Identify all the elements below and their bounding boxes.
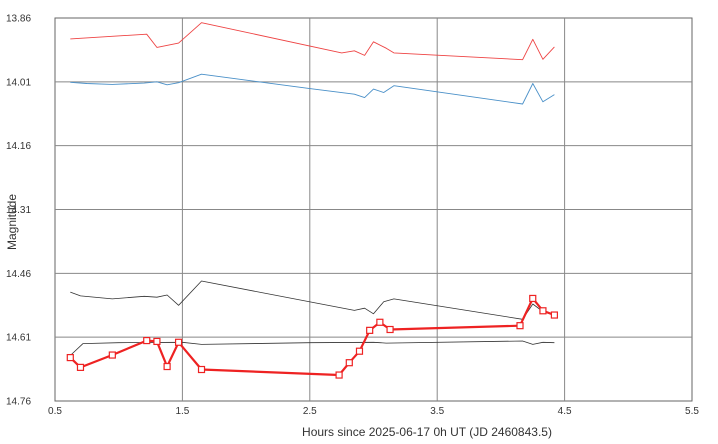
series-line <box>70 73 555 105</box>
x-tick-label: 3.5 <box>430 406 444 417</box>
x-tick-label: 0.5 <box>48 406 62 417</box>
x-tick-label: 4.5 <box>558 406 572 417</box>
y-tick-label: 13.86 <box>6 14 31 25</box>
data-point <box>366 326 374 334</box>
data-point <box>174 338 183 346</box>
series-1 <box>70 22 555 61</box>
y-tick-label: 14.61 <box>6 333 31 344</box>
x-axis-label: Hours since 2025-06-17 0h UT (JD 2460843… <box>302 425 552 439</box>
data-point <box>376 318 384 326</box>
x-tick-label: 5.5 <box>685 406 699 417</box>
grid <box>55 18 692 401</box>
series-line <box>69 297 555 377</box>
y-tick-label: 14.31 <box>6 205 31 216</box>
data-point <box>66 353 74 362</box>
data-point <box>197 365 206 374</box>
y-axis-label: Magnitude <box>5 194 19 250</box>
x-axis-ticks: 0.5 1.5 2.5 3.5 4.5 5.5 <box>48 406 699 417</box>
data-point <box>76 363 85 371</box>
series-line <box>70 340 555 356</box>
y-axis-ticks: 13.86 14.01 14.16 14.31 14.46 14.61 14.76 <box>6 14 31 408</box>
data-point <box>386 325 394 334</box>
y-tick-label: 14.46 <box>6 269 31 280</box>
y-tick-label: 14.16 <box>6 141 31 152</box>
x-tick-label: 1.5 <box>175 406 189 417</box>
data-point <box>153 337 161 346</box>
data-point <box>516 322 524 330</box>
data-point <box>163 362 171 371</box>
series-line <box>70 22 555 61</box>
data-point <box>529 294 537 303</box>
data-point <box>335 371 343 379</box>
data-point <box>550 311 559 319</box>
data-point <box>345 359 353 367</box>
data-point <box>539 307 547 315</box>
series-layer <box>66 22 559 379</box>
y-tick-label: 14.01 <box>6 77 31 88</box>
data-point <box>355 347 364 355</box>
data-point <box>108 351 116 359</box>
series-4 <box>70 340 555 356</box>
series-2 <box>70 73 555 105</box>
y-tick-label: 14.76 <box>6 397 31 408</box>
series-5 <box>66 294 559 379</box>
data-point <box>143 336 151 345</box>
x-tick-label: 2.5 <box>303 406 317 417</box>
